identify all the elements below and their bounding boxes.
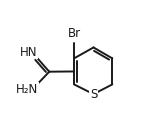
Text: HN: HN	[20, 46, 37, 59]
Text: H₂N: H₂N	[16, 83, 39, 96]
Text: S: S	[90, 88, 97, 101]
Text: Br: Br	[67, 27, 81, 40]
